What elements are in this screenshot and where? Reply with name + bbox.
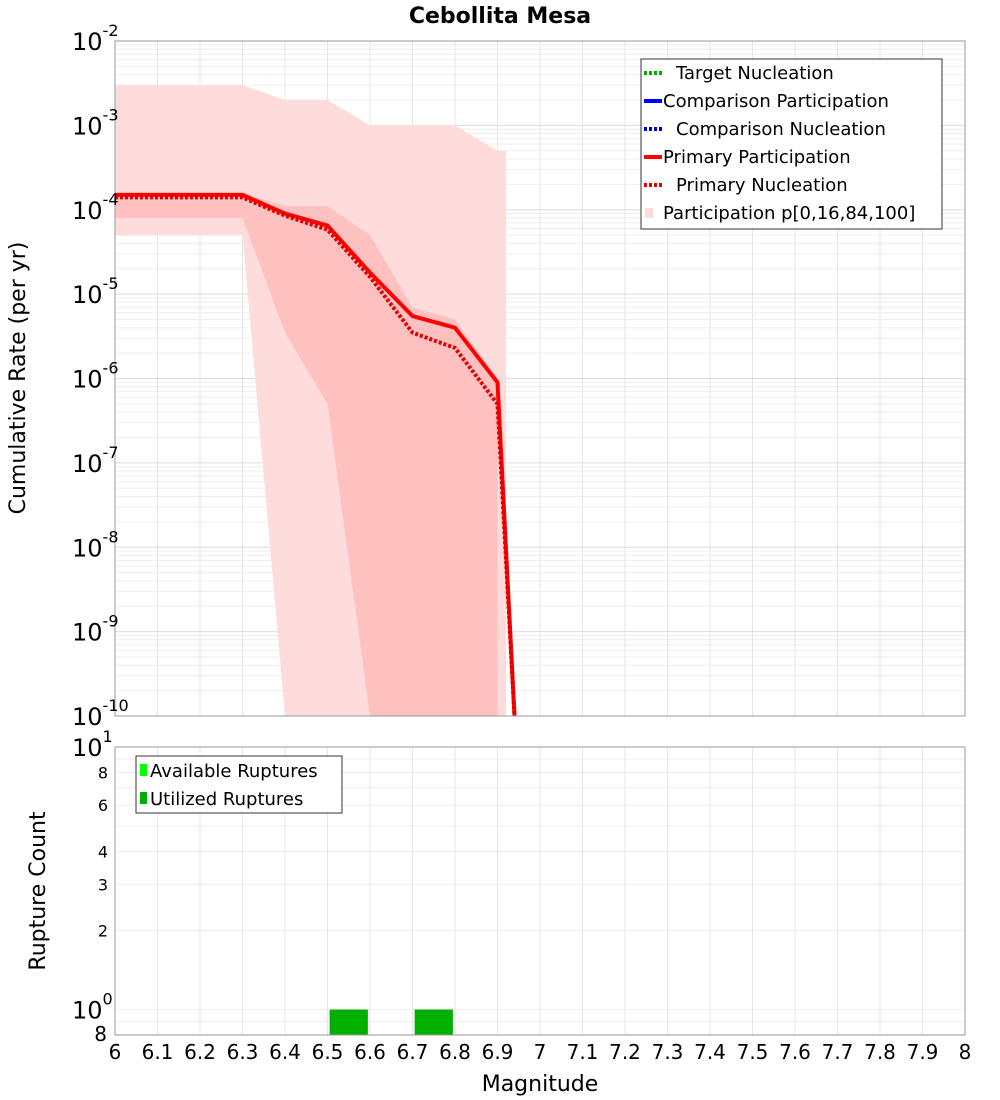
x-tick-label: 6.7 xyxy=(397,1040,429,1064)
rate-legend-box xyxy=(640,58,943,230)
legend-label: Primary Nucleation xyxy=(676,175,848,196)
count-bar-1 xyxy=(329,1009,368,1035)
rate-y-tick-label: 10-4 xyxy=(72,190,119,225)
series-line-3 xyxy=(115,192,517,717)
count-legend-swatch xyxy=(140,792,147,804)
y-axis-label-count: Rupture Count xyxy=(26,811,51,971)
legend-label: Participation p[0,16,84,100] xyxy=(663,203,915,224)
x-tick-label: 6.3 xyxy=(227,1040,259,1064)
x-tick-label: 7.1 xyxy=(567,1040,599,1064)
rate-y-tick-label: 10-7 xyxy=(72,443,119,478)
count-plot-border xyxy=(114,746,966,1036)
x-tick-label: 6.5 xyxy=(312,1040,344,1064)
legend-label: Target Nucleation xyxy=(675,63,834,84)
x-tick-label: 7.3 xyxy=(652,1040,684,1064)
count-y-tick-label: 100 xyxy=(72,990,113,1025)
x-tick-label: 7.4 xyxy=(694,1040,726,1064)
x-tick-label: 7.5 xyxy=(737,1040,769,1064)
count-y-tick-label: 3 xyxy=(98,875,108,894)
count-y-tick-label: 101 xyxy=(72,727,113,762)
legend-label: Comparison Participation xyxy=(663,91,889,112)
count-y-tick-label: 6 xyxy=(98,796,108,815)
count-y-tick-label: 8 xyxy=(98,763,108,782)
rate-panel: 10-10 10-9 10-8 10-7 10-6 10-5 10-4 10-3 10-2 Tar… xyxy=(72,21,966,731)
rate-y-tick-label: 10-8 xyxy=(72,527,119,562)
chart-title: Cebollita Mesa xyxy=(409,4,591,29)
rate-y-tick-label: 10-3 xyxy=(72,105,119,140)
rate-plot-border xyxy=(114,40,966,717)
x-tick-label: 7.6 xyxy=(779,1040,811,1064)
count-legend-label: Available Ruptures xyxy=(150,761,318,782)
rate-y-tick-label: 10-10 xyxy=(72,696,129,731)
x-tick-label: 8 xyxy=(959,1040,972,1064)
count-bar-1 xyxy=(414,1009,453,1035)
x-tick-label: 6 xyxy=(109,1040,122,1064)
legend-swatch xyxy=(645,208,653,218)
x-tick-label: 7.7 xyxy=(822,1040,854,1064)
rate-y-tick-label: 10-5 xyxy=(72,274,119,309)
x-tick-label: 6.4 xyxy=(269,1040,301,1064)
x-tick-label: 6.2 xyxy=(184,1040,216,1064)
x-axis-label: Magnitude xyxy=(482,1072,599,1097)
x-tick-label: 7.2 xyxy=(609,1040,641,1064)
count-y-tick-label: 4 xyxy=(98,842,108,861)
legend-label: Primary Participation xyxy=(663,147,851,168)
rate-y-tick-label: 10-2 xyxy=(72,21,119,56)
count-legend-label: Utilized Ruptures xyxy=(150,789,303,810)
x-tick-label: 7 xyxy=(534,1040,547,1064)
x-tick-label: 6.6 xyxy=(354,1040,386,1064)
rate-y-tick-label: 10-9 xyxy=(72,612,119,647)
legend-label: Comparison Nucleation xyxy=(676,119,886,140)
count-y-tick-label: 8 xyxy=(94,1022,107,1046)
rate-y-tick-label: 10-6 xyxy=(72,359,119,394)
count-legend-swatch xyxy=(140,764,147,776)
x-tick-label: 6.9 xyxy=(482,1040,514,1064)
y-axis-label-rate: Cumulative Rate (per yr) xyxy=(6,242,31,515)
band-p16-p84 xyxy=(115,192,498,717)
x-tick-label: 6.8 xyxy=(439,1040,471,1064)
x-tick-label: 7.9 xyxy=(907,1040,939,1064)
series-line-4 xyxy=(115,195,517,717)
count-legend-box xyxy=(135,755,343,814)
count-y-tick-label: 2 xyxy=(98,922,108,941)
x-tick-label: 6.1 xyxy=(142,1040,174,1064)
x-tick-label: 7.8 xyxy=(864,1040,896,1064)
